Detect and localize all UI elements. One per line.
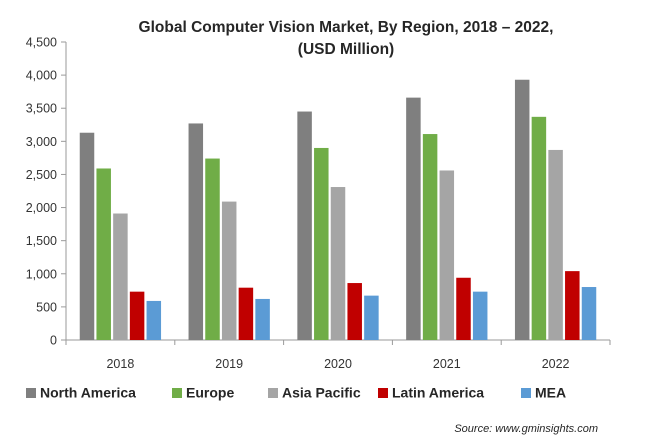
- legend-swatch: [26, 388, 36, 398]
- legend-label: MEA: [535, 385, 566, 401]
- bar-north-america-2019: [188, 123, 204, 340]
- bar-north-america-2021: [406, 97, 421, 340]
- bar-latin-america-2021: [456, 277, 471, 340]
- legend-label: North America: [40, 385, 136, 401]
- bar-asia-pacific-2022: [548, 149, 563, 340]
- y-tick-label: 3,000: [26, 135, 57, 149]
- bars: [79, 79, 597, 341]
- bar-asia-pacific-2018: [113, 213, 128, 340]
- bar-mea-2021: [472, 291, 488, 340]
- bar-mea-2020: [364, 295, 379, 340]
- bar-latin-america-2022: [565, 271, 580, 340]
- y-tick-label: 1,500: [26, 234, 57, 248]
- legend-swatch: [268, 388, 278, 398]
- bar-europe-2021: [422, 134, 438, 340]
- x-tick-label: 2021: [433, 357, 461, 371]
- y-tick-label: 0: [50, 334, 57, 348]
- source-note: Source: www.gminsights.com: [454, 423, 598, 435]
- y-axis: 0 500 1,000 1,500 2,000 2,500 3,000 3,500 4,000 4…: [26, 36, 67, 348]
- bar-latin-america-2020: [347, 283, 362, 340]
- legend-label: Asia Pacific: [282, 385, 361, 401]
- y-tick-label: 2,000: [26, 201, 57, 215]
- legend-swatch: [521, 388, 531, 398]
- legend: North America Europe Asia Pacific Latin Ame…: [26, 385, 566, 401]
- x-tick-label: 2022: [542, 357, 570, 371]
- bar-asia-pacific-2019: [221, 201, 237, 340]
- bar-europe-2022: [531, 116, 547, 340]
- legend-swatch: [172, 388, 182, 398]
- chart-subtitle: (USD Million): [298, 41, 394, 58]
- bar-asia-pacific-2021: [439, 170, 455, 340]
- y-tick-label: 2,500: [26, 168, 57, 182]
- y-tick-label: 1,000: [26, 267, 57, 281]
- legend-swatch: [378, 388, 388, 398]
- bar-north-america-2022: [514, 79, 530, 340]
- x-tick-label: 2019: [215, 357, 243, 371]
- legend-label: Europe: [186, 385, 234, 401]
- bar-asia-pacific-2020: [330, 187, 346, 340]
- x-axis: 2018 2019 2020 2021 2022: [65, 339, 611, 371]
- bar-latin-america-2018: [129, 291, 145, 340]
- x-tick-label: 2018: [106, 357, 134, 371]
- chart-title: Global Computer Vision Market, By Region…: [139, 19, 554, 36]
- y-tick-label: 4,000: [26, 69, 57, 83]
- bar-mea-2019: [255, 298, 270, 340]
- y-tick-label: 500: [36, 300, 57, 314]
- bar-north-america-2020: [297, 111, 312, 341]
- y-tick-label: 4,500: [26, 36, 57, 50]
- bar-latin-america-2019: [238, 287, 254, 340]
- x-tick-label: 2020: [324, 357, 352, 371]
- legend-label: Latin America: [392, 385, 484, 401]
- bar-mea-2018: [146, 300, 162, 340]
- bar-europe-2019: [205, 158, 220, 340]
- bar-mea-2022: [581, 287, 597, 340]
- y-tick-label: 3,500: [26, 102, 57, 116]
- bar-europe-2020: [314, 147, 329, 340]
- bar-north-america-2018: [79, 132, 95, 340]
- bar-europe-2018: [96, 168, 111, 340]
